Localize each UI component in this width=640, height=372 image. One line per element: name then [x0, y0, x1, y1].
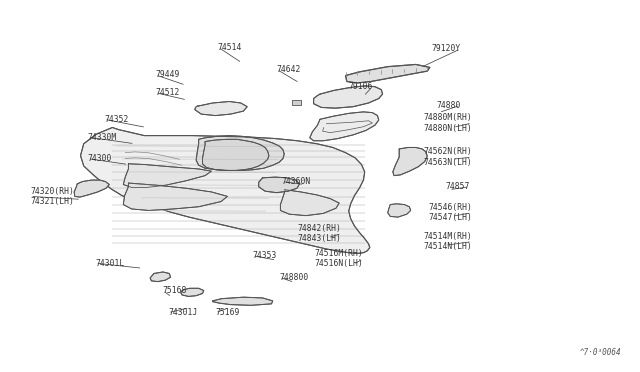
- Polygon shape: [81, 128, 370, 253]
- Polygon shape: [310, 112, 379, 141]
- Polygon shape: [259, 177, 300, 193]
- Polygon shape: [212, 297, 273, 305]
- Text: 74842(RH)
74843(LH): 74842(RH) 74843(LH): [298, 224, 342, 243]
- Text: 74880: 74880: [436, 101, 461, 110]
- Polygon shape: [196, 136, 284, 170]
- Polygon shape: [195, 102, 247, 116]
- Polygon shape: [180, 288, 204, 296]
- Polygon shape: [202, 139, 269, 170]
- Text: 748800: 748800: [279, 273, 308, 282]
- Text: 74320(RH)
74321(LH): 74320(RH) 74321(LH): [30, 187, 74, 206]
- Text: 74880M(RH)
74880N(LH): 74880M(RH) 74880N(LH): [423, 113, 472, 133]
- Text: 74642: 74642: [276, 65, 301, 74]
- Text: 79106: 79106: [348, 82, 372, 91]
- Polygon shape: [124, 183, 227, 211]
- Text: 74301J: 74301J: [168, 308, 197, 317]
- Polygon shape: [393, 147, 428, 176]
- Polygon shape: [150, 272, 171, 282]
- Polygon shape: [280, 190, 339, 216]
- Text: 74360N: 74360N: [282, 177, 311, 186]
- Text: 74516M(RH)
74516N(LH): 74516M(RH) 74516N(LH): [315, 249, 364, 268]
- Text: 74512: 74512: [156, 88, 180, 97]
- Polygon shape: [124, 164, 211, 187]
- Text: 74353: 74353: [252, 251, 276, 260]
- Text: 74546(RH)
74547(LH): 74546(RH) 74547(LH): [428, 203, 472, 222]
- Text: 74514M(RH)
74514N(LH): 74514M(RH) 74514N(LH): [423, 232, 472, 251]
- Bar: [292, 100, 301, 105]
- Text: 74562N(RH)
74563N(LH): 74562N(RH) 74563N(LH): [423, 147, 472, 167]
- Text: 74300: 74300: [88, 154, 112, 163]
- Text: 74330M: 74330M: [88, 132, 116, 142]
- Polygon shape: [314, 86, 383, 108]
- Text: ^7·0³0064: ^7·0³0064: [580, 348, 621, 357]
- Text: 75169: 75169: [215, 308, 239, 317]
- Text: 79449: 79449: [156, 70, 180, 79]
- Text: 74352: 74352: [104, 115, 129, 124]
- Polygon shape: [346, 64, 430, 83]
- Text: 74514: 74514: [218, 42, 242, 51]
- Text: 74301L: 74301L: [95, 259, 124, 267]
- Text: 79120Y: 79120Y: [431, 44, 461, 53]
- Text: 75168: 75168: [163, 286, 188, 295]
- Polygon shape: [388, 204, 411, 217]
- Text: 74857: 74857: [445, 182, 469, 191]
- Polygon shape: [74, 180, 109, 197]
